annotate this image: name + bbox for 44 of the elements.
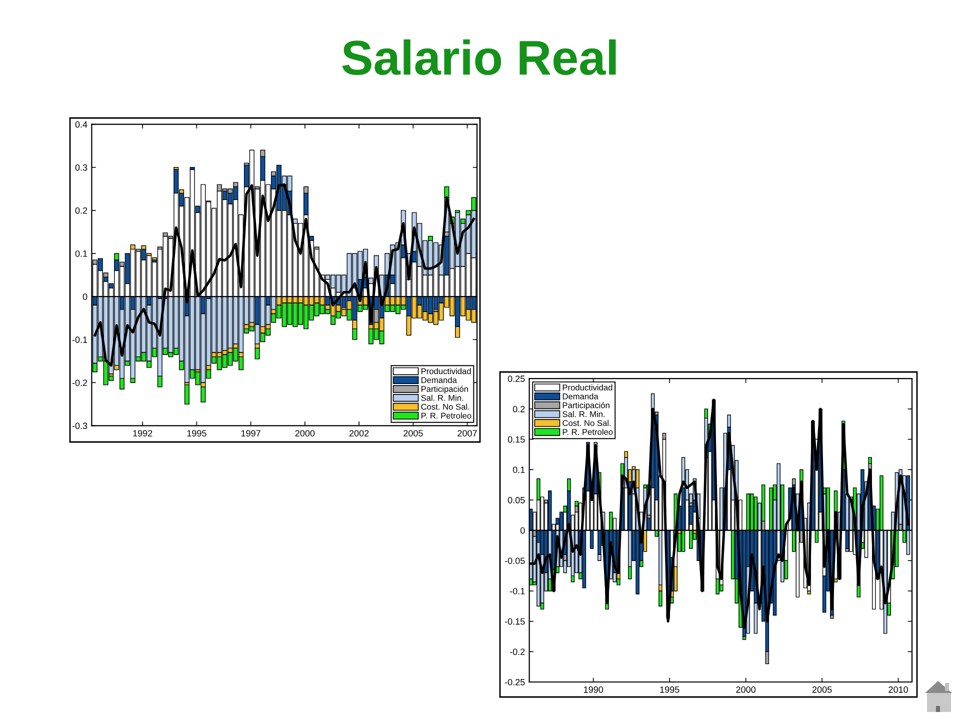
y-tick-label: 0.15 [508,436,525,443]
y-tick-label: -0.1 [510,588,525,594]
x-tick-label: 2010 [888,686,908,693]
legend-label: Cost. No Sal. [562,420,611,426]
x-tick-label: 1995 [660,686,680,693]
y-tick-label: 0.1 [75,250,88,257]
y-tick-label: 0.25 [508,376,525,382]
x-tick-label: 2005 [404,430,423,436]
y-tick-label: 0.2 [75,207,88,214]
y-tick-label: -0.2 [72,380,88,386]
x-tick-label: 1992 [133,430,152,436]
x-tick-label: 1995 [187,430,206,436]
y-tick-label: 0.4 [75,121,88,128]
chart-title: Salario Real [342,39,616,76]
y-tick-label: -0.05 [504,558,525,564]
legend-label: P. R. Petroleo [562,428,613,435]
legend-label: Sal. R. Min. [562,411,605,418]
y-tick-label: -0.1 [72,336,88,343]
legend-label: Cost. No Sal. [421,404,470,410]
legend-label: Participación [421,386,468,394]
x-tick-label: 2002 [349,430,369,436]
x-tick-label: 1990 [584,686,604,693]
y-tick-label: -0.3 [72,422,88,430]
x-tick-label: 2000 [736,686,756,693]
x-tick-label: 2007 [458,430,477,436]
y-tick-label: 0.2 [512,406,525,412]
y-tick-label: -0.2 [510,648,525,656]
y-tick-label: 0.05 [508,496,525,504]
y-tick-label: 0 [520,527,525,534]
legend-label: P. R. Petroleo [421,412,472,419]
legend-label: Demanda [421,376,457,384]
legend-label: Participación [562,402,610,410]
x-tick-label: 2005 [812,686,832,693]
y-tick-label: 0.1 [512,466,525,473]
legend-label: Sal. R. Min. [421,394,464,401]
x-tick-label: 1997 [241,430,260,436]
y-tick-label: 0 [82,293,88,300]
x-tick-label: 2000 [295,430,315,436]
legend-label: Productividad [421,368,471,374]
legend-label: Productividad [562,384,612,390]
legend-label: Demanda [562,393,598,400]
y-tick-label: -0.15 [504,618,525,625]
y-tick-label: 0.3 [75,164,88,171]
y-tick-label: -0.25 [504,678,525,686]
